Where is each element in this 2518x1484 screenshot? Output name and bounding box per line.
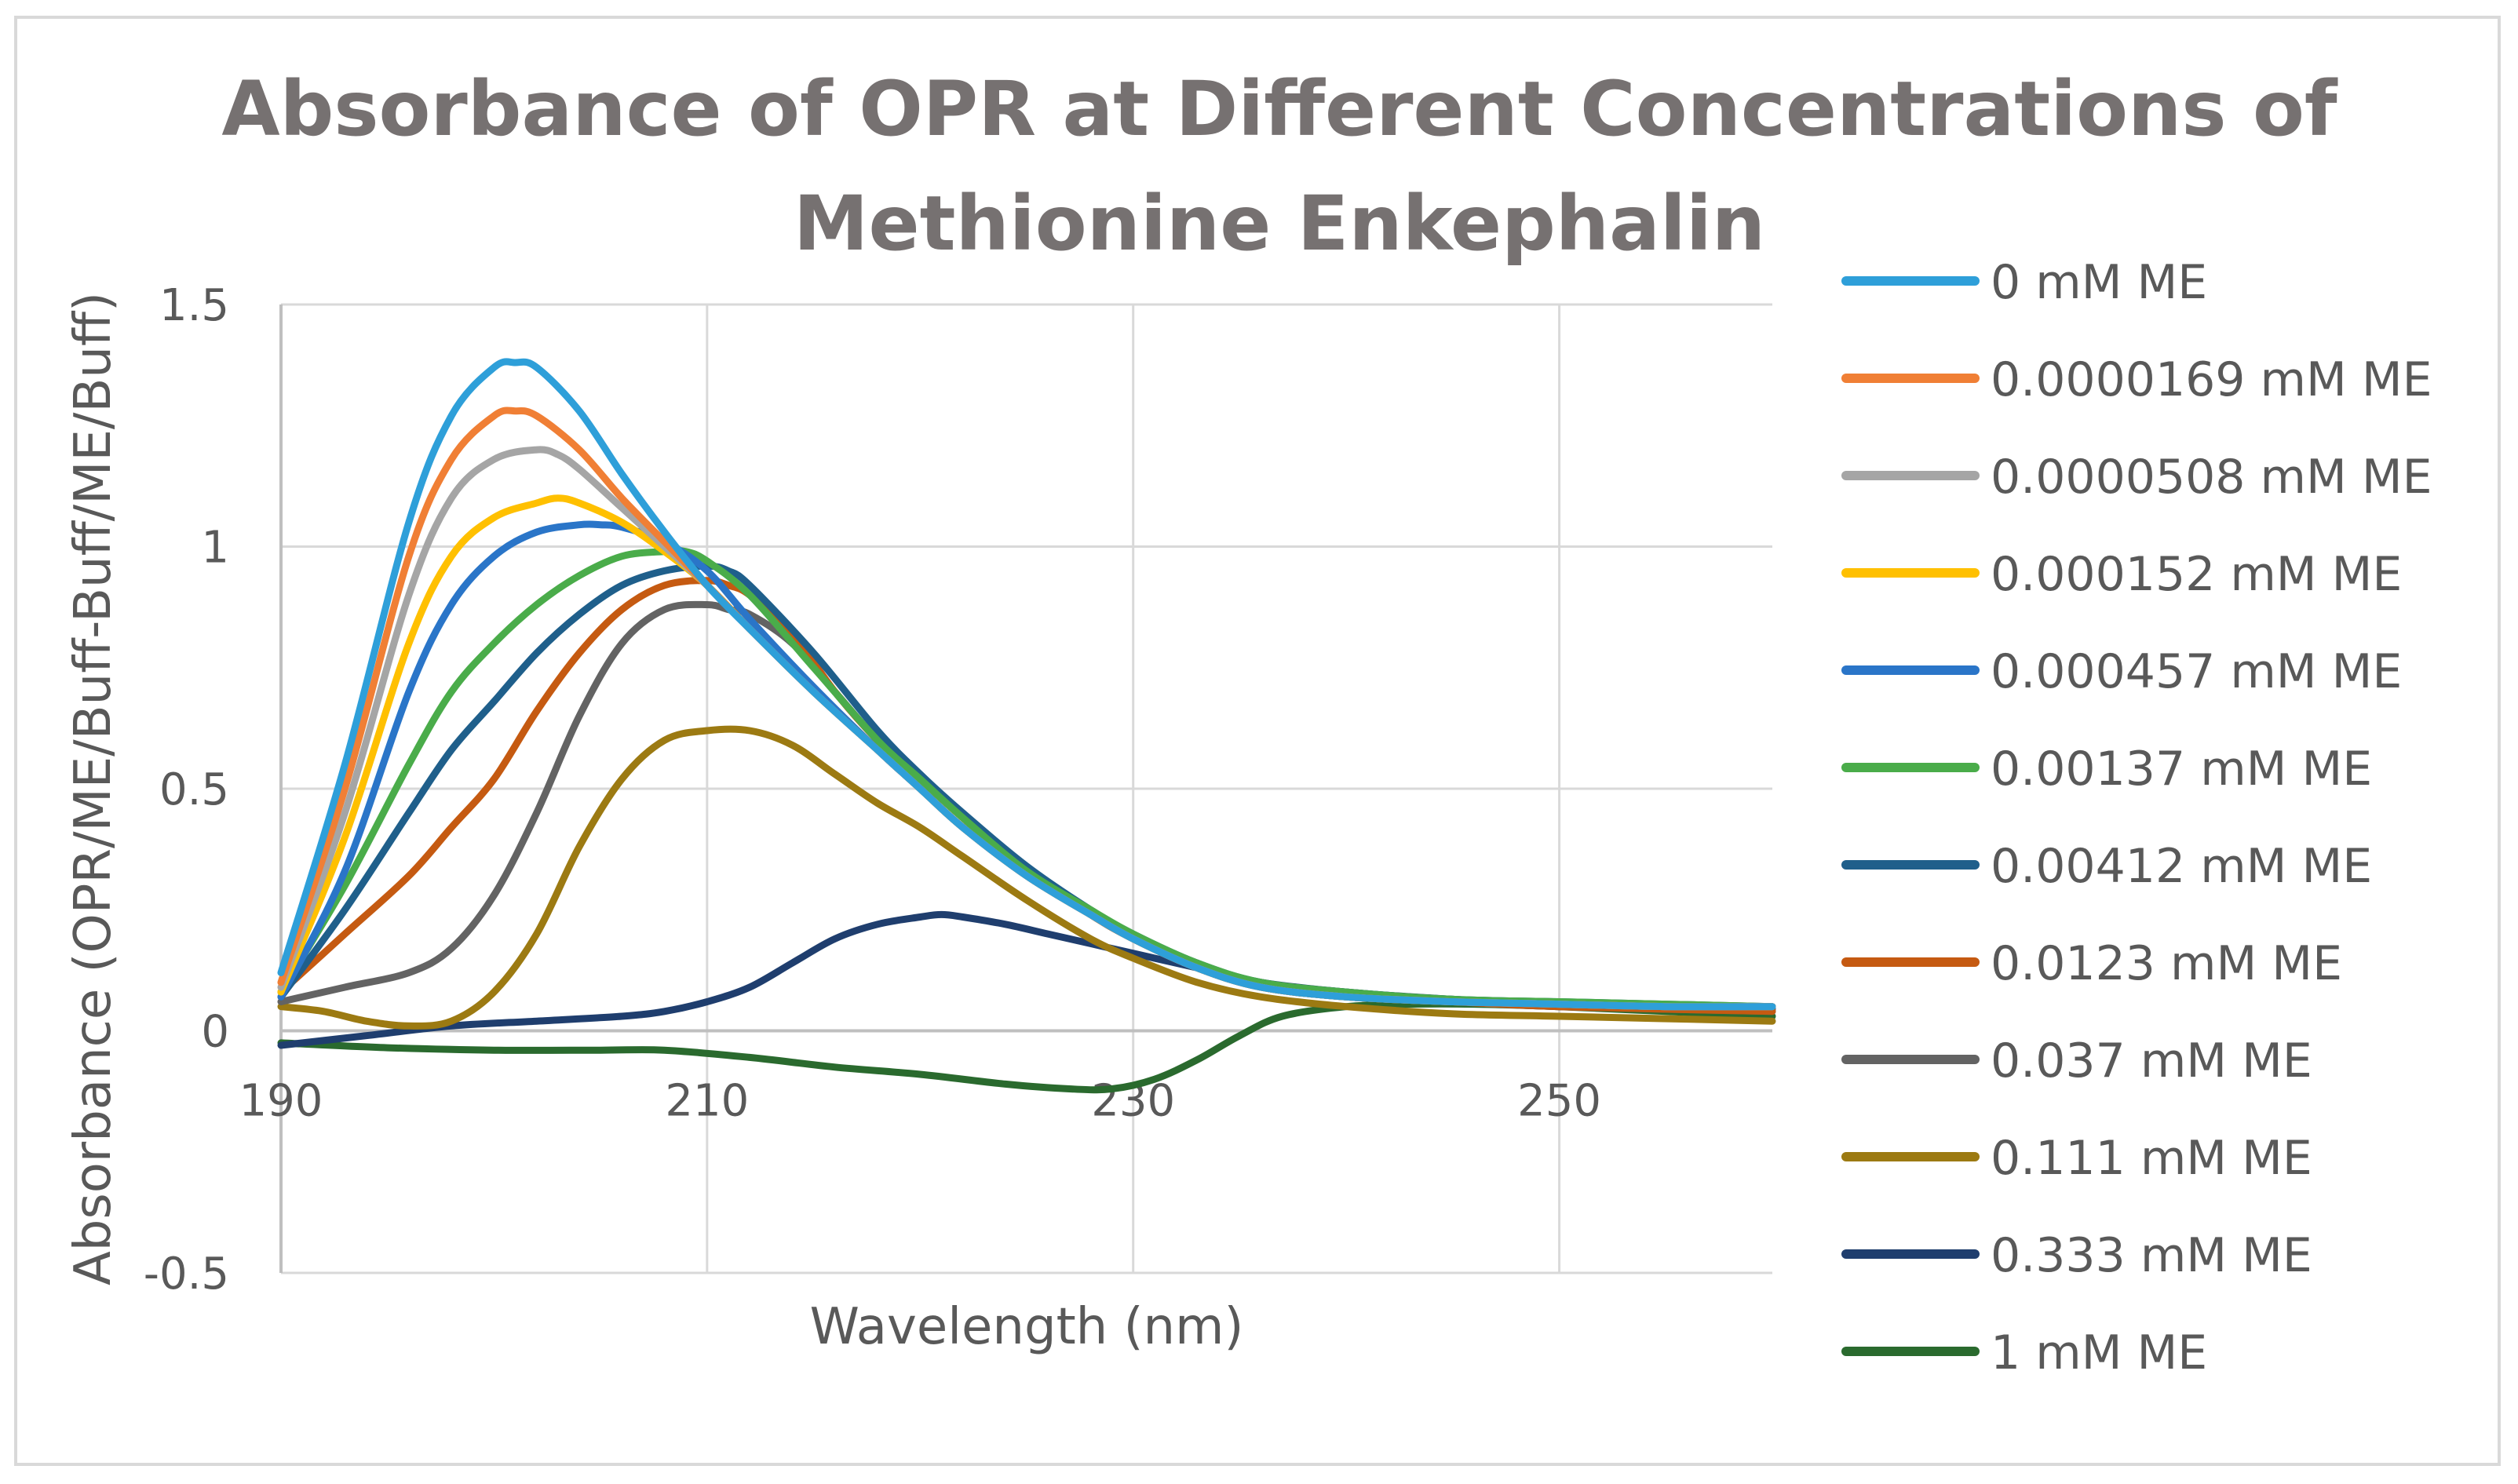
legend-item-0-00137-mm-me: 0.00137 mM ME	[1841, 742, 2372, 797]
chart-frame	[14, 16, 2501, 1466]
legend-item-0-0123-mm-me: 0.0123 mM ME	[1841, 936, 2342, 991]
series-line-0-0000169-mm-me	[277, 407, 1776, 1011]
series-line-0-mm-me	[277, 358, 1776, 1011]
legend-label: 1 mM ME	[1991, 1325, 2207, 1380]
y-tick-label: 1	[201, 523, 229, 574]
y-tick-label: 0	[201, 1007, 229, 1058]
chart-title-line-2: Methionine Enkephalin	[794, 180, 1765, 268]
legend-label: 0.00412 mM ME	[1991, 839, 2372, 894]
axes	[279, 304, 1772, 1273]
series-line-0-00137-mm-me	[277, 546, 1776, 1011]
series-line-0-111-mm-me	[277, 725, 1776, 1030]
chart-title: Absorbance of OPR at Different Concentra…	[221, 65, 2338, 268]
y-tick-label: -0.5	[144, 1249, 229, 1300]
legend-label: 0.0000508 mM ME	[1991, 450, 2432, 505]
legend-item-0-0000508-mm-me: 0.0000508 mM ME	[1841, 450, 2432, 505]
legend-item-0-0000169-mm-me: 0.0000169 mM ME	[1841, 352, 2432, 407]
legend-label: 0.000457 mM ME	[1991, 644, 2402, 699]
x-tick-label: 190	[239, 1076, 323, 1127]
legend-item-1-mm-me: 1 mM ME	[1841, 1325, 2207, 1380]
x-tick-label: 250	[1517, 1076, 1601, 1127]
x-tick-label: 210	[665, 1076, 749, 1127]
legend-label: 0.111 mM ME	[1991, 1131, 2312, 1186]
series-line-0-0123-mm-me	[277, 577, 1776, 1015]
series-line-0-0000508-mm-me	[277, 446, 1776, 1011]
legend-item-0-000457-mm-me: 0.000457 mM ME	[1841, 644, 2402, 699]
gridlines	[281, 303, 1772, 1274]
chart-title-line-1: Absorbance of OPR at Different Concentra…	[221, 65, 2338, 153]
y-tick-label: 0.5	[159, 764, 229, 815]
legend-item-0-mm-me: 0 mM ME	[1841, 255, 2207, 310]
y-tick-label: 1.5	[159, 280, 229, 331]
legend-label: 0.0123 mM ME	[1991, 936, 2342, 991]
x-axis-title: Wavelength (nm)	[810, 1298, 1244, 1356]
series-lines	[277, 358, 1776, 1094]
series-line-0-037-mm-me	[277, 600, 1776, 1015]
legend: 0 mM ME 0.0000169 mM ME 0.0000508 mM ME 0.0…	[1841, 255, 2432, 1380]
legend-label: 0.037 mM ME	[1991, 1034, 2312, 1088]
legend-label: 0.0000169 mM ME	[1991, 352, 2432, 407]
y-axis-title: Absorbance (OPR/ME/Buff-Buff/ME/Buff)	[64, 292, 122, 1285]
legend-item-0-111-mm-me: 0.111 mM ME	[1841, 1131, 2312, 1186]
legend-item-0-000152-mm-me: 0.000152 mM ME	[1841, 547, 2402, 602]
legend-item-0-00412-mm-me: 0.00412 mM ME	[1841, 839, 2372, 894]
legend-item-0-037-mm-me: 0.037 mM ME	[1841, 1034, 2312, 1088]
legend-label: 0.333 mM ME	[1991, 1228, 2312, 1283]
legend-label: 0.000152 mM ME	[1991, 547, 2402, 602]
legend-label: 0 mM ME	[1991, 255, 2207, 310]
legend-item-0-333-mm-me: 0.333 mM ME	[1841, 1228, 2312, 1283]
legend-label: 0.00137 mM ME	[1991, 742, 2372, 797]
